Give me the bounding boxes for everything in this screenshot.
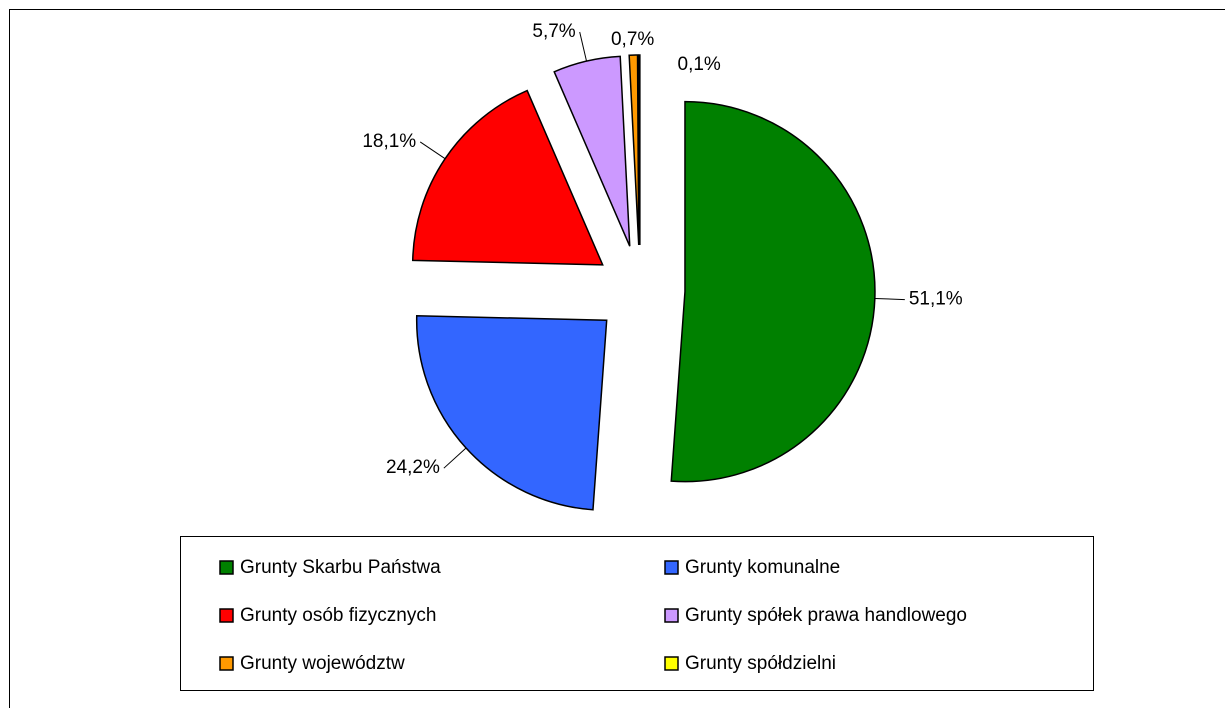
- chart-border: [9, 9, 1225, 708]
- legend-swatch: [664, 656, 679, 671]
- leader-line: [874, 297, 905, 301]
- legend-label: Grunty osób fizycznych: [240, 605, 436, 626]
- pie-slice: [628, 54, 640, 246]
- data-label: 5,7%: [532, 21, 575, 42]
- leader-line: [443, 447, 467, 469]
- legend-swatch: [219, 608, 234, 623]
- legend-swatch: [219, 656, 234, 671]
- legend-label: Grunty województw: [240, 653, 405, 674]
- data-label: 0,1%: [678, 54, 721, 75]
- data-label: 24,2%: [386, 457, 440, 478]
- legend-swatch: [664, 608, 679, 623]
- pie-slice: [411, 89, 604, 266]
- legend-label: Grunty komunalne: [685, 557, 840, 578]
- pie-slice: [670, 100, 876, 483]
- pie-slice: [637, 54, 641, 246]
- leader-line: [419, 141, 446, 160]
- legend-swatch: [664, 560, 679, 575]
- leader-line: [579, 31, 588, 62]
- data-label: 0,7%: [611, 29, 654, 50]
- legend-label: Grunty spółdzielni: [685, 653, 836, 674]
- pie-slice: [415, 315, 608, 511]
- legend-label: Grunty Skarbu Państwa: [240, 557, 441, 578]
- data-label: 18,1%: [362, 131, 416, 152]
- data-label: 51,1%: [909, 289, 963, 310]
- legend-label: Grunty spółek prawa handlowego: [685, 605, 967, 626]
- legend-swatch: [219, 560, 234, 575]
- legend-box: [180, 536, 1094, 691]
- pie-slice: [553, 55, 631, 247]
